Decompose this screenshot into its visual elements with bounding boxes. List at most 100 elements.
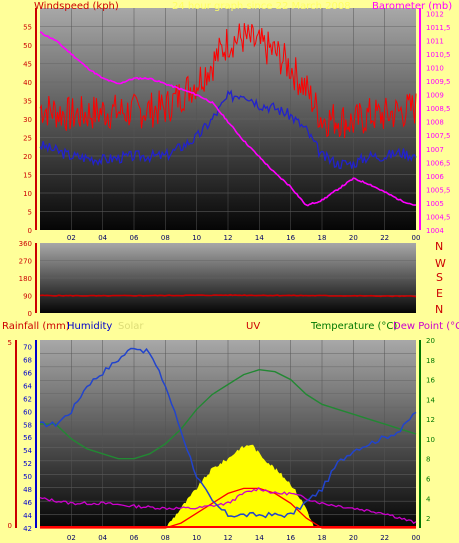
humidity-y-tick: 42 xyxy=(23,525,32,533)
wind-avg-line xyxy=(39,89,417,170)
humidity-y-tick: 44 xyxy=(23,512,32,520)
direction-s-label: S xyxy=(436,271,443,284)
wind-x-tick: 06 xyxy=(130,234,139,242)
wind-y-tick: 5 xyxy=(28,209,32,217)
direction-e-label: E xyxy=(436,287,443,300)
humidity-x-tick: 14 xyxy=(255,534,264,542)
graph-title: 24 hour graph since 22 March 2008 xyxy=(172,1,351,12)
baro-y-tick: 1006,5 xyxy=(426,159,451,167)
baro-y-tick: 1007,5 xyxy=(426,132,451,140)
solar-label: Solar xyxy=(118,321,144,332)
direction-w-label: W xyxy=(435,257,446,270)
wind-x-tick: 18 xyxy=(318,234,327,242)
direction-y-tick: 180 xyxy=(19,275,32,283)
temp-y-tick: 10 xyxy=(426,436,435,444)
wind-y-tick: 35 xyxy=(23,98,32,106)
baro-y-tick: 1011 xyxy=(426,37,444,45)
direction-n2-label: N xyxy=(435,303,444,316)
humidity-y-tick: 46 xyxy=(23,499,32,507)
rainfall-label: Rainfall (mm) xyxy=(2,321,70,332)
humidity-x-tick: 00 xyxy=(412,534,421,542)
humidity-y-tick: 68 xyxy=(23,356,32,364)
temp-y-tick: 8 xyxy=(426,456,430,464)
baro-y-tick: 1005 xyxy=(426,200,444,208)
wind-y-tick: 10 xyxy=(23,190,32,198)
humidity-x-tick: 04 xyxy=(98,534,107,542)
barometer-label: Barometer (mb) xyxy=(372,1,453,12)
wind-y-tick: 20 xyxy=(23,153,32,161)
wind-gust-line xyxy=(39,23,417,139)
humidity-y-tick: 48 xyxy=(23,486,32,494)
humidity-x-tick: 18 xyxy=(318,534,327,542)
humidity-y-tick: 52 xyxy=(23,460,32,468)
direction-y-tick: 90 xyxy=(23,293,32,301)
baro-y-tick: 1004 xyxy=(426,227,444,235)
baro-y-tick: 1005,5 xyxy=(426,186,451,194)
direction-y-tick: 0 xyxy=(28,310,32,318)
temp-y-tick: 4 xyxy=(426,495,431,503)
temp-y-tick: 12 xyxy=(426,416,435,424)
humidity-y-tick: 56 xyxy=(23,434,32,442)
direction-y-tick: 360 xyxy=(19,240,32,248)
wind-x-tick: 04 xyxy=(98,234,107,242)
humidity-x-tick: 16 xyxy=(286,534,295,542)
uv-label: UV xyxy=(246,321,261,332)
temp-y-tick: 6 xyxy=(426,476,431,484)
wind-x-tick: 02 xyxy=(67,234,76,242)
windspeed-label: Windspeed (kph) xyxy=(34,1,119,12)
humidity-y-tick: 62 xyxy=(23,395,32,403)
wind-y-tick: 25 xyxy=(23,135,32,143)
baro-y-tick: 1006 xyxy=(426,173,444,181)
wind-x-tick: 14 xyxy=(255,234,264,242)
wind-y-tick: 45 xyxy=(23,61,32,69)
baro-y-tick: 1012 xyxy=(426,10,444,18)
rain-y-tick: 0 xyxy=(8,522,12,530)
humidity-x-tick: 02 xyxy=(67,534,76,542)
temperature-line xyxy=(40,368,417,460)
temp-y-tick: 20 xyxy=(426,337,435,345)
humidity-y-tick: 70 xyxy=(23,343,32,351)
wind-y-tick: 50 xyxy=(23,42,32,50)
humidity-y-tick: 64 xyxy=(23,382,32,390)
wind-x-tick: 10 xyxy=(192,234,201,242)
wind-y-tick: 55 xyxy=(23,24,32,32)
wind-y-tick: 0 xyxy=(28,227,32,235)
baro-y-tick: 1010,5 xyxy=(426,51,451,59)
dewpoint-line xyxy=(39,486,417,525)
wind-x-tick: 22 xyxy=(380,234,389,242)
wind-y-tick: 15 xyxy=(23,172,32,180)
direction-y-tick: 270 xyxy=(19,258,32,266)
direction-n-label: N xyxy=(435,240,444,253)
humidity-line xyxy=(39,347,417,519)
direction-line xyxy=(39,293,417,298)
humidity-y-tick: 50 xyxy=(23,473,32,481)
humidity-x-tick: 06 xyxy=(130,534,139,542)
wind-x-tick: 12 xyxy=(224,234,233,242)
humidity-x-tick: 20 xyxy=(349,534,358,542)
baro-y-tick: 1011,5 xyxy=(426,24,451,32)
barometer-line xyxy=(39,31,417,207)
humidity-x-tick: 22 xyxy=(380,534,389,542)
dewpoint-label: Dew Point (°C) xyxy=(393,321,459,332)
humidity-y-tick: 60 xyxy=(23,408,32,416)
wind-x-tick: 16 xyxy=(286,234,295,242)
wind-x-tick: 20 xyxy=(349,234,358,242)
humidity-x-tick: 12 xyxy=(224,534,233,542)
temp-y-tick: 16 xyxy=(426,377,435,385)
temp-y-tick: 18 xyxy=(426,357,435,365)
wind-y-tick: 40 xyxy=(23,79,32,87)
temp-y-tick: 14 xyxy=(426,396,435,404)
wind-y-tick: 30 xyxy=(23,116,32,124)
humidity-x-tick: 10 xyxy=(192,534,201,542)
rain-y-tick: 5 xyxy=(8,339,12,347)
baro-y-tick: 1010 xyxy=(426,65,444,73)
humidity-y-tick: 58 xyxy=(23,421,32,429)
baro-y-tick: 1004,5 xyxy=(426,213,451,221)
wind-x-tick: 00 xyxy=(412,234,421,242)
baro-y-tick: 1008 xyxy=(426,119,444,127)
baro-y-tick: 1008,5 xyxy=(426,105,451,113)
uv-line xyxy=(40,487,416,529)
humidity-y-tick: 66 xyxy=(23,369,32,377)
